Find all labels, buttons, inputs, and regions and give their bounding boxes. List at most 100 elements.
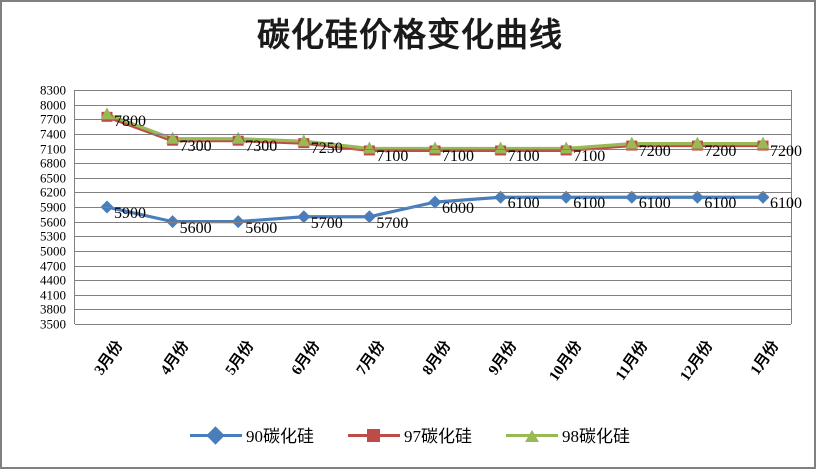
data-point-marker xyxy=(690,190,704,204)
gridline xyxy=(75,104,791,106)
legend-diamond-icon xyxy=(206,425,225,445)
gridline xyxy=(75,90,791,91)
gridline xyxy=(75,236,791,238)
data-point-label: 5700 xyxy=(310,214,343,232)
data-point-marker xyxy=(231,131,245,144)
legend-key xyxy=(348,427,400,443)
data-point-marker xyxy=(756,190,770,204)
y-axis: 8300 8000 7700 7400 7100 6800 6500 6200 5900 5600… xyxy=(2,84,70,331)
y-axis-tick-label: 3800 xyxy=(40,301,66,317)
legend-key xyxy=(506,427,558,443)
gridline xyxy=(75,192,791,194)
data-point-label: 6100 xyxy=(573,195,606,213)
series-layer xyxy=(100,107,770,229)
x-axis-tick-label: 4月份 xyxy=(157,338,192,379)
gridline xyxy=(75,207,791,208)
legend-triangle-icon xyxy=(525,429,539,442)
data-point-marker xyxy=(625,190,639,204)
data-point-label: 7100 xyxy=(442,147,474,165)
data-point-label: 5600 xyxy=(245,219,278,237)
data-point-marker xyxy=(756,136,770,149)
gridline xyxy=(75,148,791,150)
y-axis-tick-label: 6500 xyxy=(40,170,66,186)
data-point-marker xyxy=(690,136,704,149)
legend-item[interactable]: 98碳化硅 xyxy=(506,422,630,447)
gridline xyxy=(75,280,791,282)
legend-key xyxy=(190,425,242,445)
data-point-marker xyxy=(625,136,639,149)
data-point-label: 7100 xyxy=(376,147,409,165)
gridline xyxy=(75,177,791,179)
x-axis-tick-label: 9月份 xyxy=(485,338,520,379)
data-point-label: 5700 xyxy=(376,214,409,232)
x-axis-tick-label: 1月份 xyxy=(747,338,783,379)
data-point-marker xyxy=(297,134,311,147)
x-axis-tick-label: 10月份 xyxy=(546,338,586,385)
data-point-label: 6100 xyxy=(770,195,802,213)
data-point-marker xyxy=(428,141,442,154)
data-point-label: 7300 xyxy=(245,137,278,155)
data-point-marker xyxy=(166,131,180,144)
y-axis-tick-label: 4700 xyxy=(40,258,66,273)
data-point-label: 7200 xyxy=(704,142,737,160)
x-axis: 3月份 4月份 5月份 6月份 7月份 8月份 9月份 10月份 11月份 12月份 1月份 xyxy=(2,324,814,404)
legend-label: 90碳化硅 xyxy=(246,427,314,446)
y-axis-tick-label: 6200 xyxy=(40,184,66,200)
y-axis-tick-label: 7100 xyxy=(40,141,66,156)
y-axis-tick-label: 5900 xyxy=(40,199,66,215)
gridline xyxy=(75,324,791,325)
y-axis-tick-label: 5000 xyxy=(40,243,66,259)
legend-label: 98碳化硅 xyxy=(562,427,630,446)
legend-square-icon xyxy=(367,428,380,442)
data-point-marker xyxy=(428,195,442,209)
y-axis-tick-label: 8300 xyxy=(40,82,66,98)
x-axis-tick-label: 5月份 xyxy=(222,338,258,379)
y-axis-tick-label: 6800 xyxy=(40,155,66,171)
legend-label: 97碳化硅 xyxy=(404,427,472,446)
y-axis-tick-label: 8000 xyxy=(40,97,66,113)
data-point-label: 7100 xyxy=(573,147,606,165)
legend-item[interactable]: 90碳化硅 xyxy=(190,422,314,447)
legend-item[interactable]: 97碳化硅 xyxy=(348,422,472,447)
data-point-label: 7800 xyxy=(114,113,146,131)
data-point-marker xyxy=(494,141,508,154)
data-point-label: 7100 xyxy=(507,147,540,165)
gridline xyxy=(75,265,791,267)
data-point-label: 5600 xyxy=(179,219,212,237)
x-axis-tick-label: 12月份 xyxy=(677,338,717,385)
data-point-label: 6100 xyxy=(638,195,671,213)
x-axis-tick-label: 11月份 xyxy=(612,338,652,384)
data-point-label: 6000 xyxy=(442,200,474,218)
data-point-marker xyxy=(559,141,573,154)
data-point-marker xyxy=(362,141,376,154)
data-point-marker xyxy=(362,210,376,224)
gridline xyxy=(75,250,791,252)
chart-legend: 90碳化硅 97碳化硅 98碳化硅 xyxy=(2,422,814,447)
y-axis-tick-label: 4100 xyxy=(40,287,66,303)
y-axis-tick-label: 4400 xyxy=(40,272,66,288)
gridline xyxy=(75,309,791,311)
data-point-marker xyxy=(494,190,508,204)
y-axis-tick-label: 5300 xyxy=(40,228,66,244)
data-point-marker xyxy=(297,210,311,224)
y-axis-tick-label: 7700 xyxy=(40,111,66,127)
x-axis-tick-label: 8月份 xyxy=(419,338,455,379)
x-axis-tick-label: 6月份 xyxy=(288,338,324,379)
y-axis-tick-label: 3500 xyxy=(40,316,66,332)
data-point-marker xyxy=(100,107,114,120)
data-point-label: 6100 xyxy=(704,195,737,213)
data-point-label: 7200 xyxy=(770,142,802,160)
plot-area xyxy=(74,90,792,325)
x-axis-tick-label: 7月份 xyxy=(354,338,389,379)
x-axis-tick-label: 3月份 xyxy=(91,338,127,379)
data-point-label: 7250 xyxy=(310,140,343,158)
data-point-marker xyxy=(559,190,573,204)
data-point-label: 6100 xyxy=(507,195,540,213)
gridline xyxy=(75,119,791,121)
data-point-label: 7200 xyxy=(638,142,671,160)
gridline xyxy=(75,163,791,165)
y-axis-tick-label: 7400 xyxy=(40,126,66,142)
data-point-label: 5900 xyxy=(114,205,146,222)
gridline xyxy=(75,133,791,135)
